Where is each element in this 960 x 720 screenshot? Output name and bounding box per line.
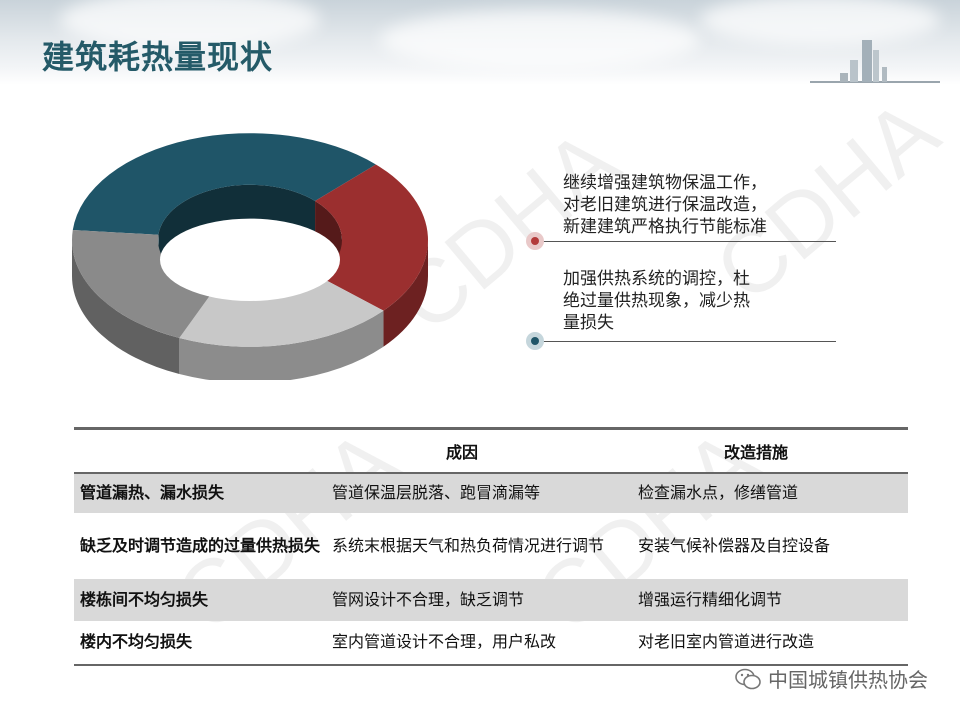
header-banner: 建筑耗热量现状: [0, 0, 960, 85]
note-line: 继续增强建筑物保温工作，: [563, 173, 767, 193]
bullet-dot-icon: [526, 332, 544, 350]
note-line: 对老旧建筑进行保温改造，: [563, 195, 767, 215]
table-cell: 对老旧室内管道进行改造: [638, 632, 815, 651]
donut-segment-1: [315, 164, 429, 311]
table-cell: 系统末根据天气和热负荷情况进行调节: [332, 535, 605, 555]
table-cell: 增强运行精细化调节: [632, 578, 908, 621]
divider: [540, 241, 836, 242]
header-cell: 成因: [326, 428, 632, 474]
loss-table: 成因 改造措施 管道漏热、漏水损失 管道保温层脱落、跑冒滴漏等 检查漏水点，修缮…: [74, 427, 908, 666]
header-cell: 改造措施: [632, 428, 908, 474]
table-row: 缺乏及时调节造成的过量供热损失 系统末根据天气和热负荷情况进行调节 安装气候补偿…: [74, 513, 908, 579]
table-cell: 检查漏水点，修缮管道: [632, 472, 908, 513]
note-line: 量损失: [563, 313, 614, 333]
note-line: 加强供热系统的调控，杜: [563, 269, 750, 289]
divider: [540, 341, 836, 342]
table-cell: 管网设计不合理，缺乏调节: [326, 578, 632, 621]
note-line: 绝过量供热现象，减少热: [563, 291, 750, 311]
note-line: 新建建筑严格执行节能标准: [563, 217, 767, 237]
city-skyline-icon: [810, 40, 940, 83]
table-cell: 安装气候补偿器及自控设备: [638, 535, 831, 555]
footer-text: 中国城镇供热协会: [768, 668, 928, 692]
donut-hole: [160, 218, 340, 301]
footer-brand: 中国城镇供热协会: [734, 664, 928, 693]
donut-side-3: [72, 240, 180, 375]
table-cell: 楼栋间不均匀损失: [74, 578, 326, 621]
donut-inner-1: [315, 200, 342, 276]
table-cell: 室内管道设计不合理，用户私改: [332, 632, 557, 651]
donut-side-2: [179, 310, 384, 380]
table-header-row: 成因 改造措施: [74, 428, 908, 474]
note-1: 继续增强建筑物保温工作， 对老旧建筑进行保温改造， 新建建筑严格执行节能标准: [563, 172, 767, 238]
donut-side-1: [383, 240, 428, 347]
note-2: 加强供热系统的调控，杜 绝过量供热现象，减少热 量损失: [563, 268, 750, 334]
table-cell: 管道漏热、漏水损失: [74, 472, 326, 513]
table-cell: 缺乏及时调节造成的过量供热损失: [80, 535, 321, 555]
bullet-dot-icon: [526, 232, 544, 250]
table-row: 管道漏热、漏水损失 管道保温层脱落、跑冒滴漏等 检查漏水点，修缮管道: [74, 472, 908, 513]
table-cell: 楼内不均匀损失: [80, 632, 193, 651]
header-cell: [74, 428, 326, 474]
donut-graphic: [72, 133, 429, 380]
table-row: 楼内不均匀损失 室内管道设计不合理，用户私改 对老旧室内管道进行改造: [74, 621, 908, 665]
donut-inner-0: [158, 184, 316, 271]
table-row: 楼栋间不均匀损失 管网设计不合理，缺乏调节 增强运行精细化调节: [74, 578, 908, 621]
donut-segment-3: [72, 229, 214, 339]
donut-segment-0: [72, 133, 376, 235]
wechat-icon: [735, 668, 761, 689]
table-cell: 管道保温层脱落、跑冒滴漏等: [326, 472, 632, 513]
page-title: 建筑耗热量现状: [42, 38, 274, 76]
